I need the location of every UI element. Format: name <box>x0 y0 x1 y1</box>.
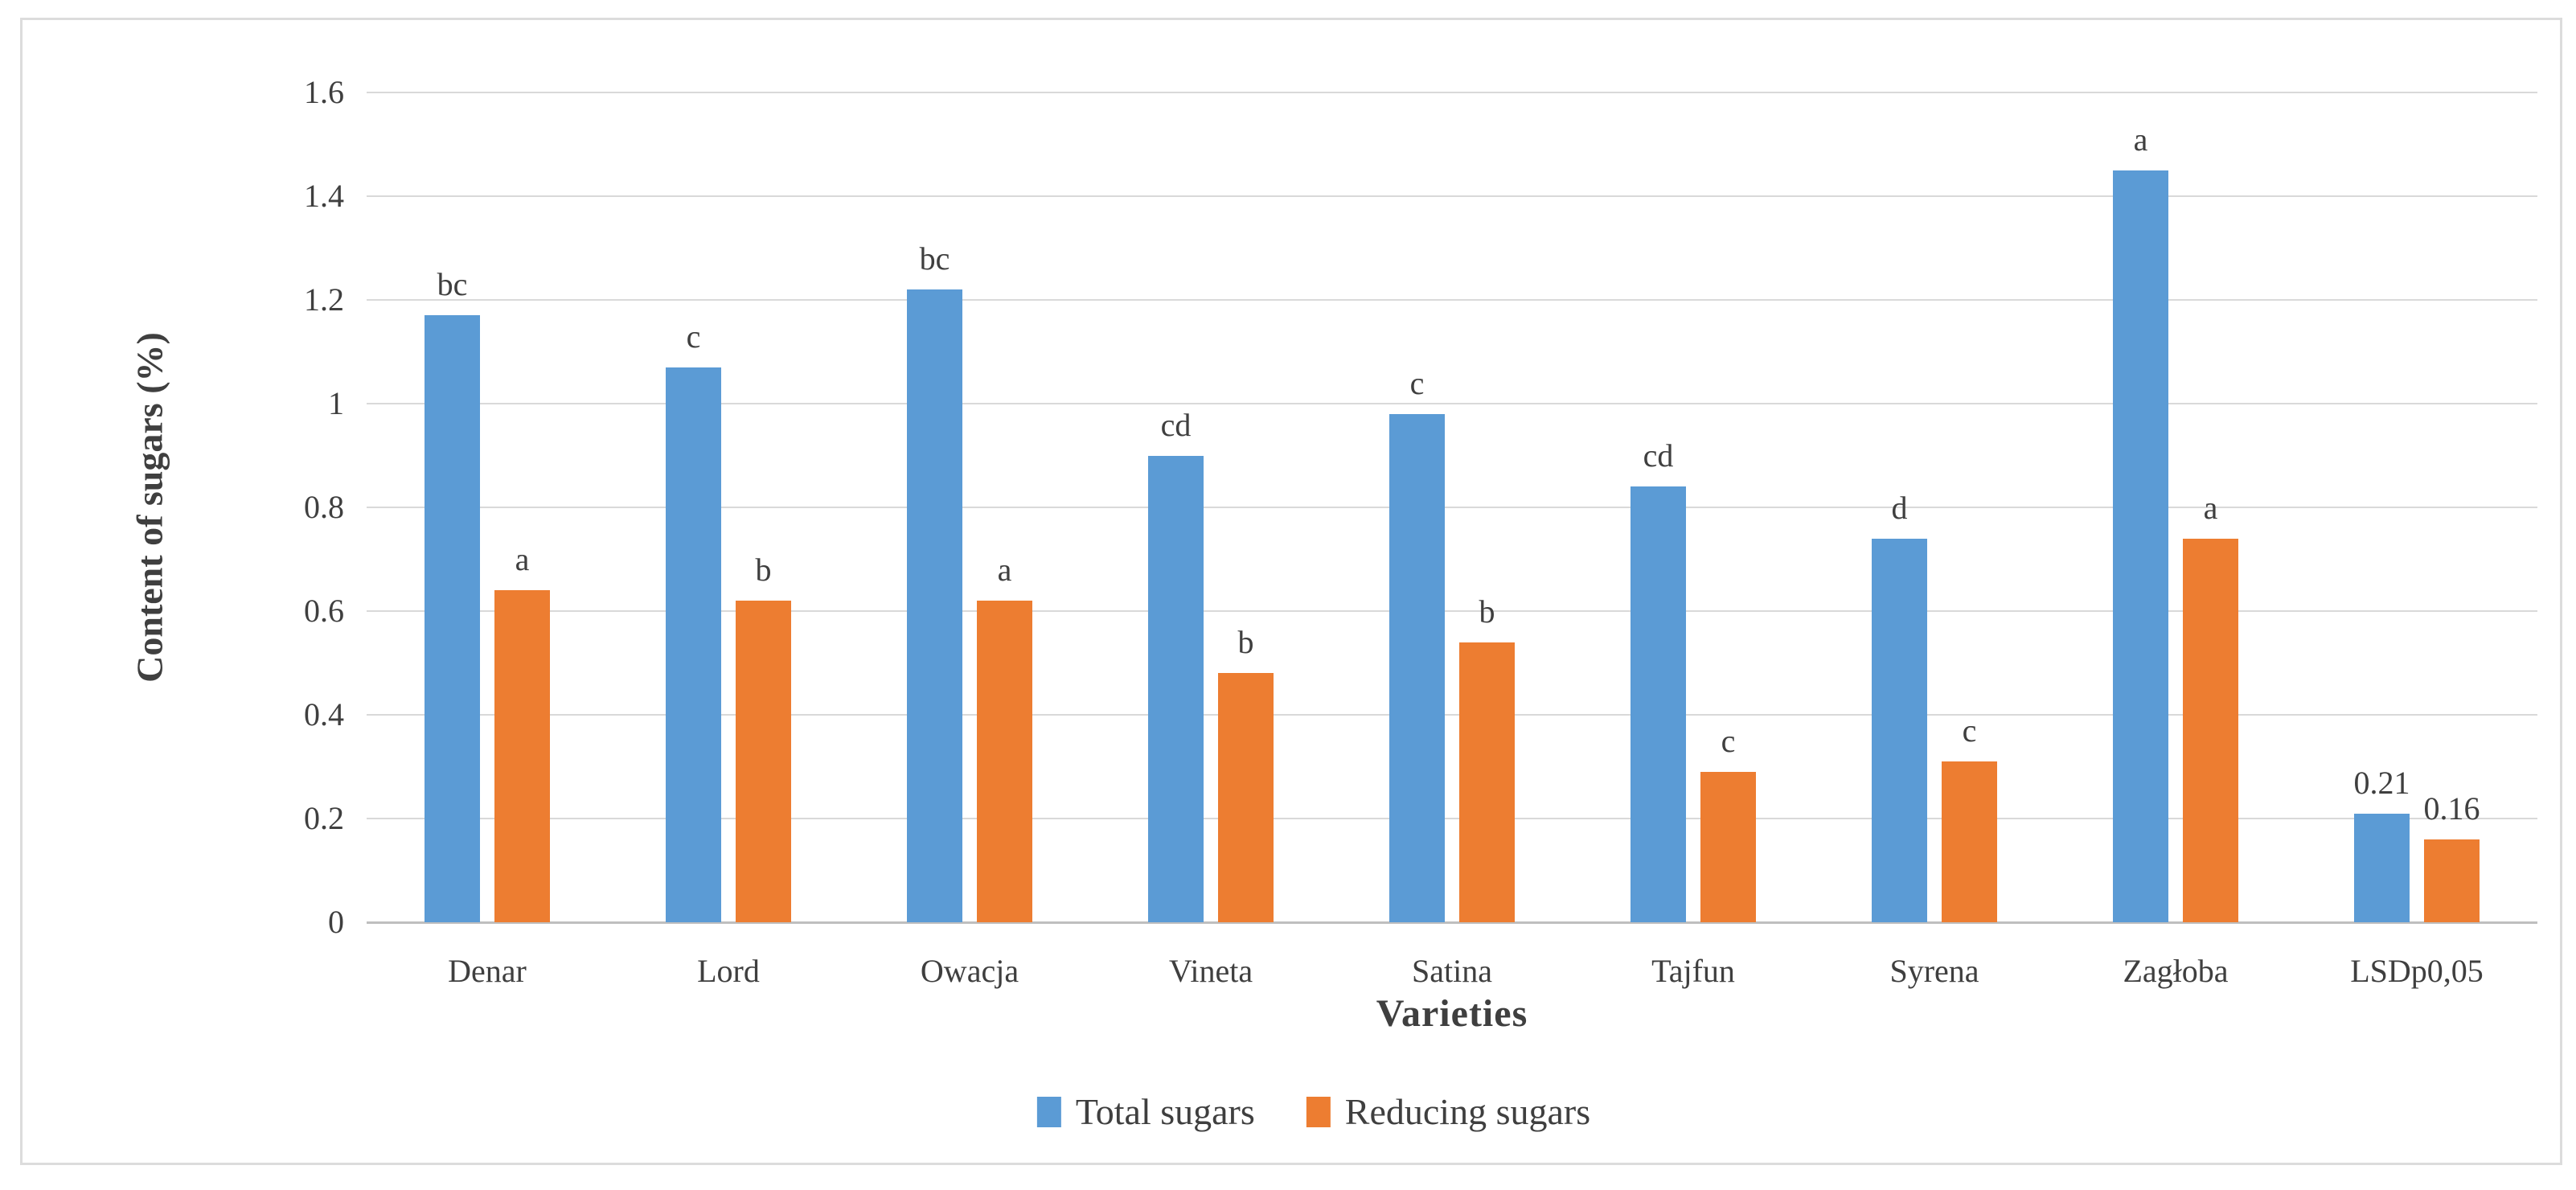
bar-total-sugars-denar <box>425 315 480 922</box>
bar-annotation: b <box>1479 593 1495 630</box>
category-label: Zagłoba <box>2123 953 2229 989</box>
bar-total-sugars-zagłoba <box>2113 170 2168 922</box>
bar-annotation: 0.16 <box>2423 790 2480 827</box>
bar-annotation: a <box>2203 489 2218 526</box>
legend-swatch-reducing-sugars-icon <box>1306 1097 1331 1127</box>
bar-annotation: bc <box>437 266 468 303</box>
category-label: Satina <box>1412 953 1492 989</box>
y-axis-tick-label: 1.6 <box>304 74 344 110</box>
bar-total-sugars-tajfun <box>1631 486 1686 922</box>
bar-reducing-sugars-syrena <box>1942 761 1997 922</box>
y-axis-tick-label: 1.2 <box>304 281 344 318</box>
gridline <box>367 507 2537 508</box>
category-label: Lord <box>697 953 760 989</box>
bar-annotation: cd <box>1160 406 1192 443</box>
y-axis-tick-labels: 0 0.2 0.4 0.6 0.8 1 1.2 1.4 1.6 <box>23 20 344 1163</box>
category-label: Owacja <box>920 953 1019 989</box>
gridline <box>367 299 2537 301</box>
x-axis-title: Varieties <box>1376 992 1528 1035</box>
y-axis-tick-label: 0.8 <box>304 489 344 525</box>
gridline <box>367 714 2537 716</box>
gridline <box>367 610 2537 612</box>
bar-annotation: c <box>1409 364 1425 401</box>
bar-annotation: d <box>1891 489 1908 526</box>
bar-total-sugars-syrena <box>1872 538 1927 922</box>
y-axis-tick-label: 0 <box>328 904 344 940</box>
bar-annotation: 0.21 <box>2353 764 2410 801</box>
chart-frame: Content of sugars (%) 0 0.2 0.4 0.6 0.8 1 1.2 1… <box>20 18 2562 1165</box>
bar-annotation: b <box>755 552 772 589</box>
x-axis-line <box>367 921 2537 924</box>
bar-annotation: c <box>1721 722 1736 759</box>
category-label: Syrena <box>1889 953 1979 989</box>
bar-reducing-sugars-lord <box>736 601 791 922</box>
y-axis-tick-label: 1 <box>328 385 344 421</box>
gridline <box>367 818 2537 819</box>
bar-annotation: bc <box>919 240 950 277</box>
bar-annotation: a <box>515 541 530 578</box>
y-axis-tick-label: 0.6 <box>304 593 344 629</box>
y-axis-tick-label: 0.4 <box>304 696 344 732</box>
bar-reducing-sugars-lsdp0,05 <box>2424 839 2480 922</box>
x-axis-category-labels: Denar Lord Owacja Vineta Satina Tajfun Syrena Z… <box>367 951 2537 999</box>
y-axis-tick-label: 0.2 <box>304 800 344 836</box>
bar-annotation: a <box>2133 121 2148 158</box>
bar-total-sugars-owacja <box>907 289 962 922</box>
bar-annotation: a <box>997 552 1012 589</box>
bar-reducing-sugars-vineta <box>1218 673 1274 922</box>
gridline <box>367 403 2537 404</box>
legend-item-reducing-sugars: Reducing sugars <box>1306 1091 1590 1133</box>
bar-annotation: c <box>1962 712 1977 749</box>
category-label: LSDp0,05 <box>2350 953 2484 989</box>
bar-total-sugars-lsdp0,05 <box>2354 813 2410 922</box>
legend-label-reducing-sugars: Reducing sugars <box>1344 1091 1591 1132</box>
legend-item-total-sugars: Total sugars <box>1036 1091 1255 1133</box>
gridline <box>367 92 2537 93</box>
plot-area: bc a c b bc a cd b c b cd c d c a a 0.21 0.16 <box>367 92 2537 924</box>
bar-reducing-sugars-owacja <box>977 601 1032 922</box>
bar-reducing-sugars-denar <box>494 590 550 922</box>
legend: Total sugars Reducing sugars <box>1036 1091 1590 1133</box>
y-axis-tick-label: 1.4 <box>304 178 344 214</box>
category-label: Vineta <box>1168 953 1253 989</box>
bar-reducing-sugars-zagłoba <box>2183 538 2238 922</box>
bar-total-sugars-vineta <box>1148 455 1204 922</box>
category-label: Denar <box>448 953 527 989</box>
bar-reducing-sugars-tajfun <box>1700 771 1756 922</box>
bar-reducing-sugars-satina <box>1459 642 1515 922</box>
bar-annotation: cd <box>1643 437 1674 474</box>
legend-swatch-total-sugars-icon <box>1036 1097 1061 1127</box>
category-label: Tajfun <box>1651 953 1735 989</box>
gridline <box>367 195 2537 197</box>
bar-total-sugars-satina <box>1389 413 1445 922</box>
bar-annotation: c <box>686 318 701 355</box>
legend-label-total-sugars: Total sugars <box>1075 1091 1255 1132</box>
bar-total-sugars-lord <box>666 367 721 922</box>
bar-annotation: b <box>1237 624 1254 661</box>
